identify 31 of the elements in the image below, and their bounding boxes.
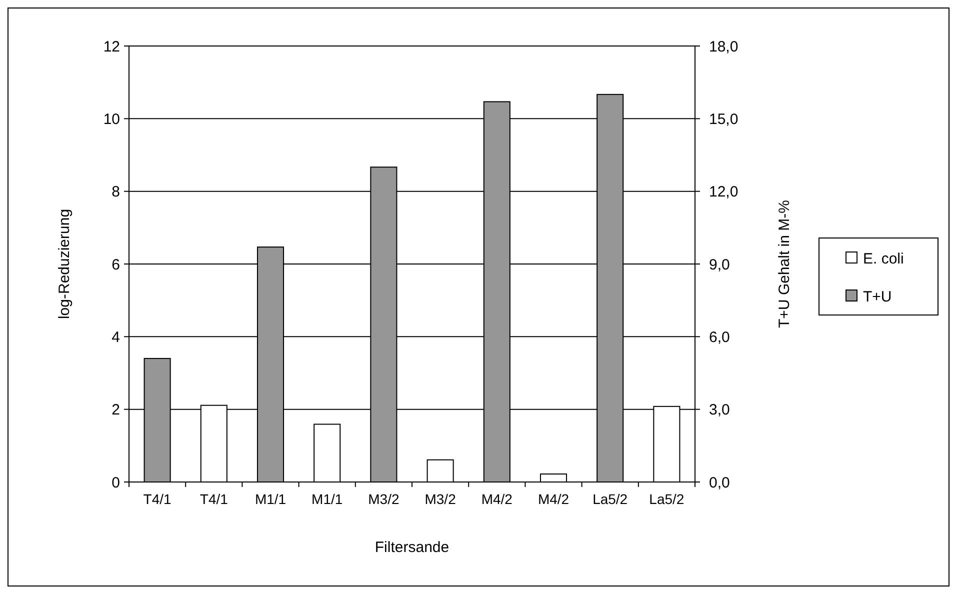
x-tick-label: M1/1 [312,491,343,507]
y-tick-label: 2 [112,402,120,419]
y2-tick-label: 6,0 [709,328,730,346]
y2-tick-label: 9,0 [709,256,730,274]
x-tick-label: M4/2 [481,491,513,507]
x-axis-title: Filtersande [374,539,450,556]
y2-tick-label: 18,0 [709,38,738,56]
y-tick-label: 12 [103,38,120,56]
y2-tick-label: 3,0 [709,402,730,419]
x-tick-label: M1/1 [254,491,286,507]
y-tick-label: 6 [112,256,120,274]
legend-label: E. coli [863,250,904,268]
y2-tick-label: 0,0 [709,474,730,492]
legend-label: T+U [863,288,892,306]
y2-tick-label: 15,0 [709,110,738,128]
x-tick-label: La5/2 [649,491,684,507]
y-tick-label: 0 [112,474,120,492]
x-tick-label: M4/2 [538,491,570,507]
y-tick-label: 4 [112,328,120,346]
x-tick-label: M3/2 [424,491,456,507]
x-tick-label: M3/2 [368,491,400,507]
y2-tick-label: 12,0 [709,184,738,201]
y2-axis-title: T+U Gehalt in M-% [776,200,793,328]
x-tick-label: T4/1 [200,491,228,507]
bar [426,459,454,482]
x-tick-label: T4/1 [143,491,172,507]
bar [314,424,341,482]
y-axis-title: log-Reduzierung [56,208,73,320]
y-tick-label: 8 [112,184,120,201]
y-tick-label: 10 [103,110,120,128]
x-tick-label: La5/2 [592,491,628,507]
